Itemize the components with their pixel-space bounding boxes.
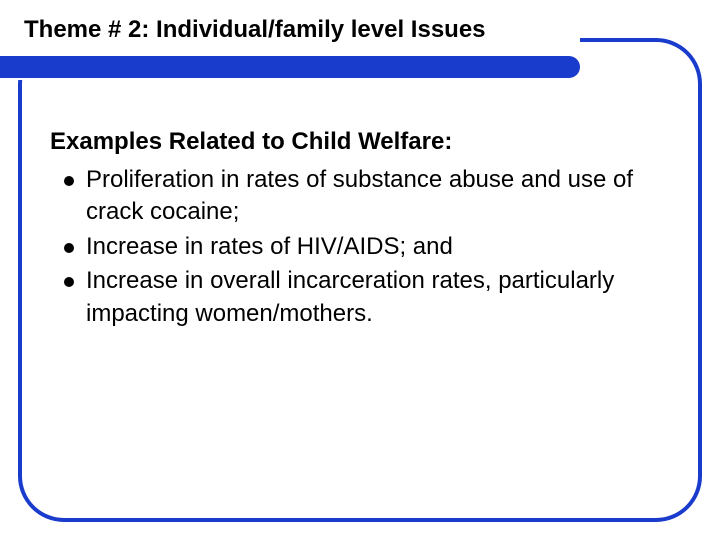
title-underline: [0, 56, 580, 78]
list-item: Proliferation in rates of substance abus…: [64, 164, 670, 229]
list-item: Increase in rates of HIV/AIDS; and: [64, 231, 670, 263]
content-heading: Examples Related to Child Welfare:: [50, 128, 670, 156]
content-area: Examples Related to Child Welfare: Proli…: [50, 128, 670, 332]
list-item: Increase in overall incarceration rates,…: [64, 265, 670, 330]
bullet-list: Proliferation in rates of substance abus…: [50, 164, 670, 330]
slide-title: Theme # 2: Individual/family level Issue…: [24, 16, 580, 44]
